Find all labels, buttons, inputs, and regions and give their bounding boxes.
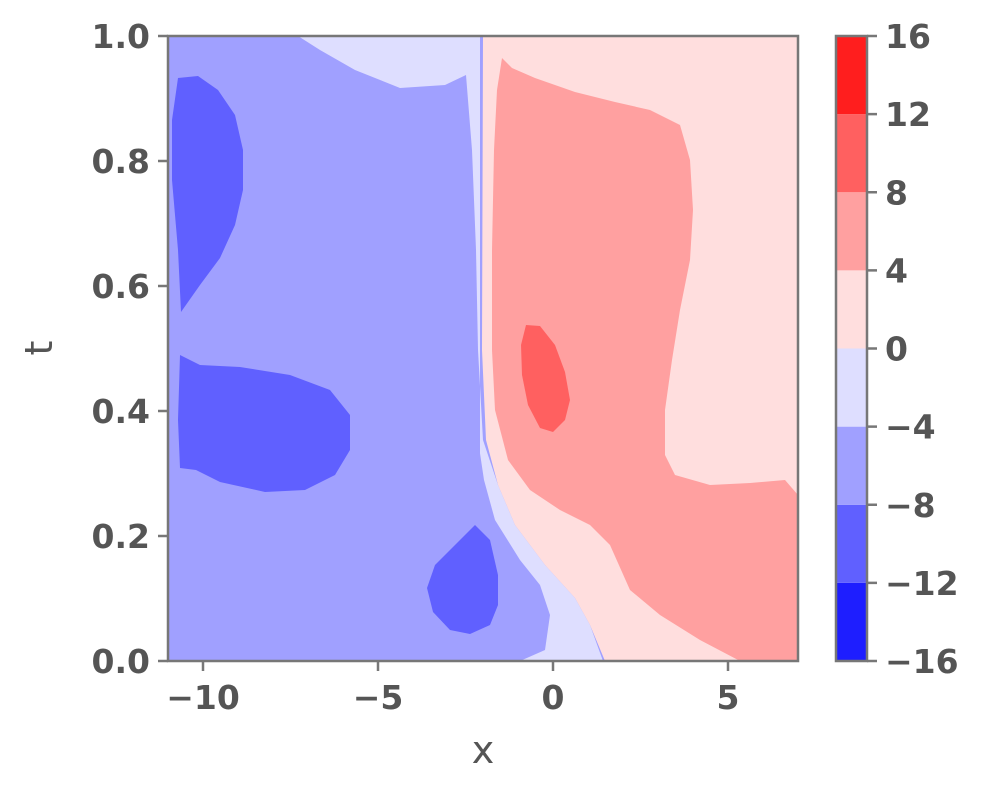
colorbar-band: [836, 192, 867, 271]
x-axis-ticks: −10 −5 0 5: [166, 661, 739, 717]
colorbar-band: [836, 114, 867, 193]
x-tick-label: −5: [353, 678, 404, 717]
y-axis-ticks: 0.0 0.2 0.4 0.6 0.8 1.0: [92, 17, 168, 681]
colorbar-tick-label: 4: [885, 251, 908, 290]
colorbar-band: [836, 270, 867, 349]
plot-frame: [166, 34, 800, 663]
region-8-12: [521, 325, 570, 432]
contour-plot: [166, 34, 800, 663]
colorbar-band: [836, 36, 867, 115]
y-tick-label: 0.4: [92, 392, 150, 431]
x-axis-label: x: [472, 728, 495, 772]
y-axis-label: t: [17, 341, 61, 356]
colorbar-tick-label: −4: [885, 408, 936, 447]
colorbar: −16 −12 −8 −4 0 4 8 12 16: [834, 17, 959, 681]
y-tick-label: 1.0: [92, 17, 150, 56]
colorbar-band: [836, 426, 867, 505]
colorbar-tick-label: −8: [885, 486, 936, 525]
colorbar-band: [836, 348, 867, 427]
colorbar-tick-label: −16: [885, 642, 959, 681]
x-tick-label: 0: [542, 678, 565, 717]
colorbar-tick-label: 8: [885, 173, 908, 212]
y-tick-label: 0.8: [92, 142, 150, 181]
region-minus12-minus8-mid-left: [178, 355, 350, 492]
region-minus12-minus8-top-left: [172, 76, 243, 312]
y-tick-label: 0.6: [92, 267, 150, 306]
region-4-8: [492, 58, 798, 661]
colorbar-band: [836, 582, 867, 661]
colorbar-tick-label: −12: [885, 564, 959, 603]
y-tick-label: 0.2: [92, 517, 150, 556]
colorbar-band: [836, 504, 867, 583]
y-tick-label: 0.0: [92, 642, 150, 681]
region-minus12-minus8-bottom: [427, 525, 498, 634]
colorbar-tick-label: 0: [885, 330, 908, 369]
colorbar-tick-label: 16: [885, 17, 931, 56]
region-minus4-0: [298, 36, 603, 661]
x-tick-label: −10: [166, 678, 240, 717]
x-tick-label: 5: [717, 678, 740, 717]
colorbar-tick-label: 12: [885, 95, 931, 134]
